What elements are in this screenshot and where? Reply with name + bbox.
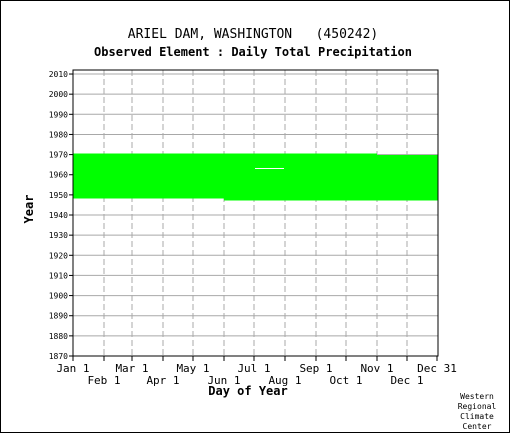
x-tick-label: Jun 1 (207, 374, 240, 387)
x-tick-label: Apr 1 (146, 374, 179, 387)
x-tick-label: Feb 1 (87, 374, 120, 387)
wrcc-credit: Western Regional Climate Center (458, 392, 497, 431)
y-tick-label: 1900 (49, 292, 68, 301)
data-record-block (377, 154, 438, 201)
missing-data-gap (255, 167, 284, 170)
y-tick-label: 1990 (49, 110, 68, 119)
x-axis-label: Day of Year (208, 384, 287, 398)
x-tick-label: Mar 1 (115, 362, 148, 375)
y-axis-label: Year (22, 195, 36, 224)
x-tick-label: Sep 1 (299, 362, 332, 375)
y-tick-label: 1880 (49, 332, 68, 341)
x-tick-label: May 1 (176, 362, 209, 375)
plot-border (72, 69, 439, 357)
y-tick-label: 1940 (49, 211, 68, 220)
x-tick-label: Oct 1 (329, 374, 362, 387)
y-tick-label: 1970 (49, 151, 68, 160)
chart-title: ARIEL DAM, WASHINGTON (450242) (128, 27, 378, 42)
axis-layer: 1870 1880 1890 1900 1910 1920 1930 1940 1950 1960… (49, 70, 457, 387)
grid-layer (73, 70, 438, 357)
x-tick-label: Aug 1 (268, 374, 301, 387)
data-record-block (73, 153, 224, 199)
y-tick-label: 1960 (49, 171, 68, 180)
credit-line: Western (460, 392, 494, 401)
y-tick-label: 1950 (49, 191, 68, 200)
x-tick-label: Jul 1 (237, 362, 270, 375)
data-layer (73, 153, 438, 201)
y-tick-label: 1930 (49, 231, 68, 240)
y-tick-label: 1920 (49, 251, 68, 260)
credit-line: Center (463, 422, 492, 431)
y-tick-label: 1890 (49, 312, 68, 321)
data-record-block (224, 153, 377, 201)
chart-subtitle: Observed Element : Daily Total Precipita… (94, 45, 412, 59)
y-tick-label: 2000 (49, 90, 68, 99)
x-tick-label: Dec 1 (390, 374, 423, 387)
y-tick-label: 2010 (49, 70, 68, 79)
x-tick-label: Dec 31 (417, 362, 457, 375)
credit-line: Regional (458, 402, 497, 411)
y-tick-label: 1910 (49, 271, 68, 280)
y-tick-label: 1870 (49, 352, 68, 361)
x-tick-label: Jan 1 (56, 362, 89, 375)
x-tick-label: Nov 1 (360, 362, 393, 375)
credit-line: Climate (460, 412, 494, 421)
y-tick-label: 1980 (49, 130, 68, 139)
